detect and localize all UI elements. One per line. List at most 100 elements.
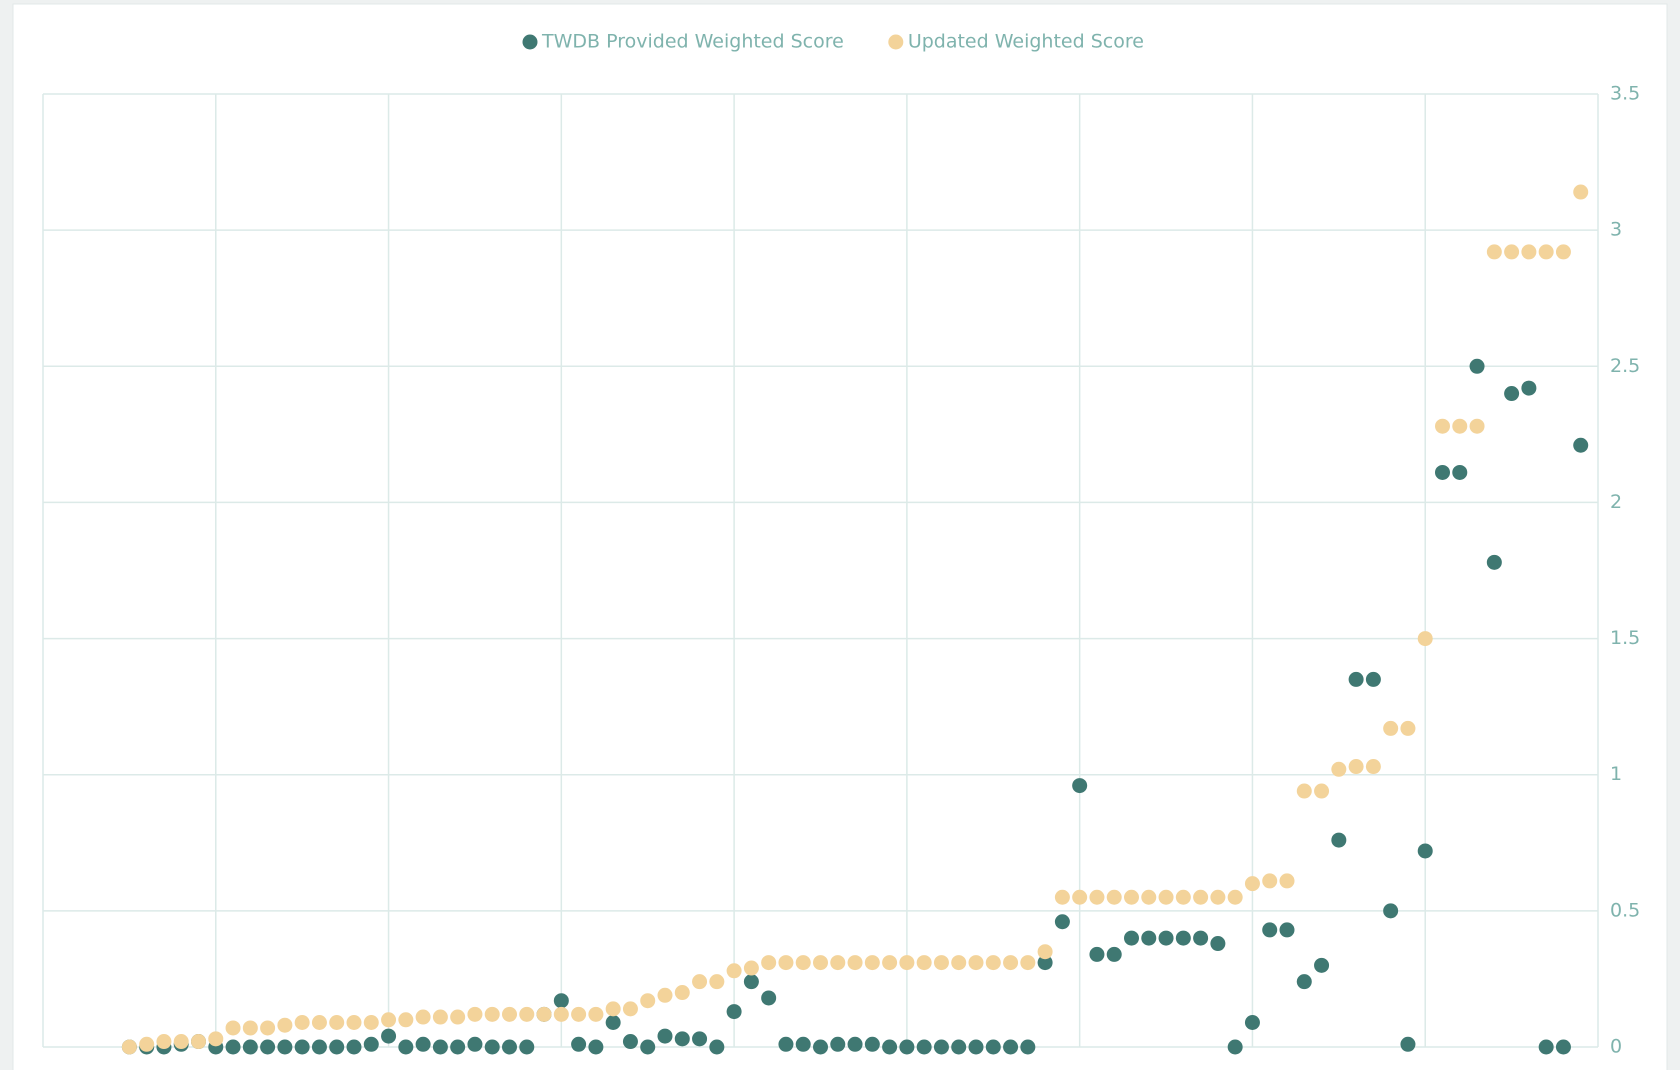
point [1348, 671, 1364, 687]
point [1383, 720, 1399, 736]
point [432, 1039, 448, 1055]
point [260, 1020, 276, 1036]
point [294, 1039, 310, 1055]
point [640, 993, 656, 1009]
point [1331, 832, 1347, 848]
point [553, 1006, 569, 1022]
y-tick-label: 1.5 [1610, 627, 1640, 649]
point [1106, 889, 1122, 905]
point [1141, 930, 1157, 946]
point [1054, 914, 1070, 930]
point [467, 1006, 483, 1022]
point [260, 1039, 276, 1055]
point [743, 960, 759, 976]
point [519, 1039, 535, 1055]
point [588, 1039, 604, 1055]
point [225, 1039, 241, 1055]
point [208, 1031, 224, 1047]
point [1175, 930, 1191, 946]
point [640, 1039, 656, 1055]
point [346, 1014, 362, 1030]
point [1314, 783, 1330, 799]
point [882, 1039, 898, 1055]
point [484, 1039, 500, 1055]
point [1089, 946, 1105, 962]
point [1348, 759, 1364, 775]
point [985, 1039, 1001, 1055]
point [450, 1009, 466, 1025]
point [1003, 1039, 1019, 1055]
point [1521, 380, 1537, 396]
point [1365, 671, 1381, 687]
point [1210, 936, 1226, 952]
point [1365, 759, 1381, 775]
legend-marker [522, 34, 538, 50]
point [1244, 1014, 1260, 1030]
point [1262, 922, 1278, 938]
point [1003, 955, 1019, 971]
point [311, 1014, 327, 1030]
point [933, 1039, 949, 1055]
point [502, 1006, 517, 1022]
point [674, 1031, 690, 1047]
point [156, 1034, 172, 1050]
point [1486, 554, 1502, 570]
point [847, 955, 863, 971]
point [1227, 889, 1243, 905]
point [605, 1001, 621, 1017]
point [1555, 1039, 1571, 1055]
point [502, 1039, 517, 1055]
point [1538, 244, 1554, 260]
point [1573, 437, 1589, 453]
point [830, 955, 846, 971]
point [1054, 889, 1070, 905]
point [1296, 974, 1312, 990]
point [1262, 873, 1278, 889]
point [622, 1034, 638, 1050]
y-tick-label: 1 [1610, 763, 1622, 785]
point [1124, 889, 1139, 905]
point [294, 1014, 310, 1030]
point [1486, 244, 1502, 260]
point [363, 1014, 379, 1030]
point [1193, 889, 1209, 905]
point [1175, 889, 1191, 905]
point [1452, 418, 1468, 434]
point [571, 1006, 587, 1022]
point [605, 1014, 621, 1030]
point [1089, 889, 1105, 905]
point [1469, 418, 1485, 434]
point [1573, 184, 1589, 200]
point [968, 1039, 984, 1055]
point [242, 1039, 258, 1055]
point [847, 1036, 863, 1052]
legend-label: Updated Weighted Score [908, 31, 1144, 53]
point [657, 987, 673, 1003]
point [709, 1039, 725, 1055]
point [1504, 386, 1520, 402]
y-tick-label: 0 [1610, 1036, 1622, 1058]
point [674, 985, 690, 1001]
point [1469, 358, 1485, 374]
point [450, 1039, 466, 1055]
point [381, 1028, 397, 1044]
point [363, 1036, 379, 1052]
point [1314, 957, 1330, 973]
point [571, 1036, 587, 1052]
point [1210, 889, 1226, 905]
point [1279, 922, 1295, 938]
point [415, 1009, 431, 1025]
point [191, 1034, 206, 1050]
point [985, 955, 1001, 971]
point [519, 1006, 535, 1022]
point [121, 1039, 137, 1055]
point [933, 955, 949, 971]
point [311, 1039, 327, 1055]
point [916, 955, 932, 971]
point [139, 1036, 155, 1052]
point [778, 1036, 794, 1052]
point [795, 955, 811, 971]
point [1072, 778, 1088, 794]
point [346, 1039, 362, 1055]
point [1193, 930, 1209, 946]
